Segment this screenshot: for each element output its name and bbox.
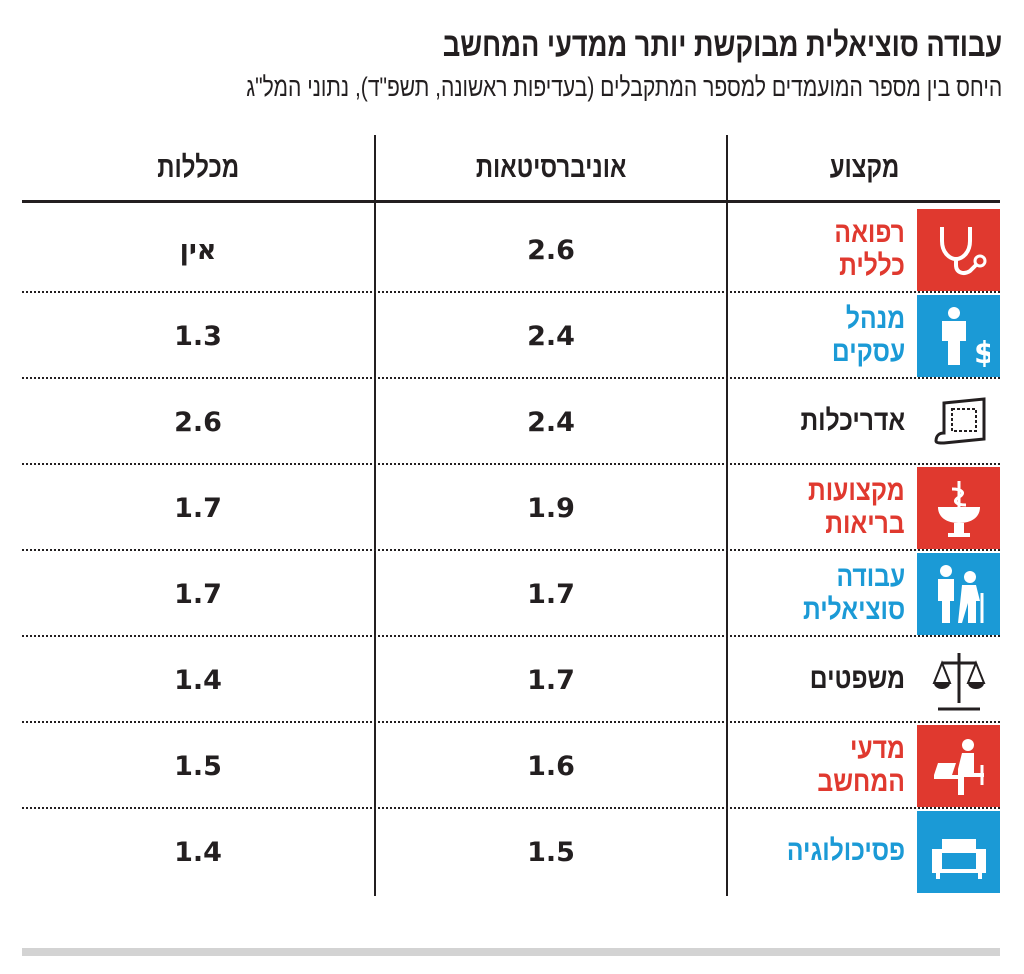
universities-value: 2.6 xyxy=(527,234,575,266)
table-row: רפואה כללית 2.6 אין xyxy=(22,207,1000,293)
profession-tile xyxy=(917,209,1000,291)
header-profession: מקצוע xyxy=(829,150,899,184)
table-row: עבודה סוציאלית 1.7 1.7 xyxy=(22,551,1000,637)
profession-line: מנהל xyxy=(845,302,905,335)
table-row: אדריכלות 2.4 2.6 xyxy=(22,379,1000,465)
profession-line: רפואה xyxy=(834,216,905,249)
colleges-value: 1.7 xyxy=(174,492,222,524)
table-row: $ מנהל עסקים 2.4 1.3 xyxy=(22,293,1000,379)
profession-tile: $ xyxy=(917,295,1000,377)
profession-tile xyxy=(917,725,1000,807)
profession-name: עבודה סוציאלית xyxy=(685,551,905,637)
stethoscope-icon xyxy=(939,227,986,275)
profession-line: בריאות xyxy=(825,508,905,540)
row-divider xyxy=(22,807,1000,809)
profession-tile xyxy=(917,553,1000,635)
profession-line: אדריכלות xyxy=(800,405,905,438)
profession-name: מנהל עסקים xyxy=(685,293,905,379)
universities-value: 1.7 xyxy=(527,578,575,610)
businessman-dollar-icon: $ xyxy=(941,307,990,367)
universities-value: 1.7 xyxy=(527,664,575,696)
profession-name: מדעי המחשב xyxy=(685,723,905,809)
table-row: פסיכולוגיה 1.5 1.4 xyxy=(22,809,1000,895)
blueprint-icon xyxy=(933,397,985,445)
profession-line: מדעי xyxy=(850,732,905,765)
scales-icon xyxy=(932,653,985,711)
column-divider xyxy=(726,135,728,896)
table-row: מדעי המחשב 1.6 1.5 xyxy=(22,723,1000,809)
table-row: משפטים 1.7 1.4 xyxy=(22,637,1000,723)
colleges-value: 1.5 xyxy=(174,750,222,782)
svg-text:$: $ xyxy=(974,336,990,367)
colleges-value: 1.3 xyxy=(174,320,222,352)
profession-line: עבודה xyxy=(836,560,905,593)
header-rule xyxy=(22,200,1000,203)
row-divider xyxy=(22,635,1000,637)
table-row: מקצועות בריאות 1.9 1.7 xyxy=(22,465,1000,551)
header-colleges: מכללות xyxy=(157,150,239,184)
person-laptop-icon xyxy=(933,739,984,795)
profession-tile xyxy=(917,639,1000,721)
header-universities: אוניברסיטאות xyxy=(475,150,627,184)
profession-line: כללית xyxy=(839,250,905,282)
row-divider xyxy=(22,549,1000,551)
profession-line: משפטים xyxy=(809,663,905,696)
universities-value: 2.4 xyxy=(527,406,575,438)
column-divider xyxy=(374,135,376,896)
row-divider xyxy=(22,377,1000,379)
caregiver-elderly-icon xyxy=(937,565,983,623)
armchair-icon xyxy=(931,839,986,879)
page-subtitle: היחס בין מספר המועמדים למספר המתקבלים (ב… xyxy=(246,72,1002,102)
universities-value: 1.6 xyxy=(527,750,575,782)
profession-line: סוציאלית xyxy=(802,594,905,626)
pharmacy-icon xyxy=(937,481,980,537)
colleges-value: 1.4 xyxy=(174,836,222,868)
colleges-value: 1.7 xyxy=(174,578,222,610)
profession-name: פסיכולוגיה xyxy=(685,809,905,895)
profession-tile xyxy=(917,381,1000,463)
profession-tile xyxy=(917,811,1000,893)
colleges-value: 1.4 xyxy=(174,664,222,696)
footer-bar xyxy=(22,948,1000,956)
row-divider xyxy=(22,463,1000,465)
profession-line: עסקים xyxy=(831,336,905,368)
page-title: עבודה סוציאלית מבוקשת יותר ממדעי המחשב xyxy=(442,26,1002,64)
profession-name: אדריכלות xyxy=(685,379,905,465)
universities-value: 1.9 xyxy=(527,492,575,524)
profession-line: פסיכולוגיה xyxy=(786,835,905,868)
row-divider xyxy=(22,291,1000,293)
profession-name: מקצועות בריאות xyxy=(685,465,905,551)
profession-name: רפואה כללית xyxy=(685,207,905,293)
colleges-value: אין xyxy=(179,234,217,266)
profession-line: מקצועות xyxy=(808,474,905,507)
profession-tile xyxy=(917,467,1000,549)
universities-value: 1.5 xyxy=(527,836,575,868)
colleges-value: 2.6 xyxy=(174,406,222,438)
universities-value: 2.4 xyxy=(527,320,575,352)
profession-line: המחשב xyxy=(817,766,905,798)
profession-name: משפטים xyxy=(685,637,905,723)
row-divider xyxy=(22,721,1000,723)
